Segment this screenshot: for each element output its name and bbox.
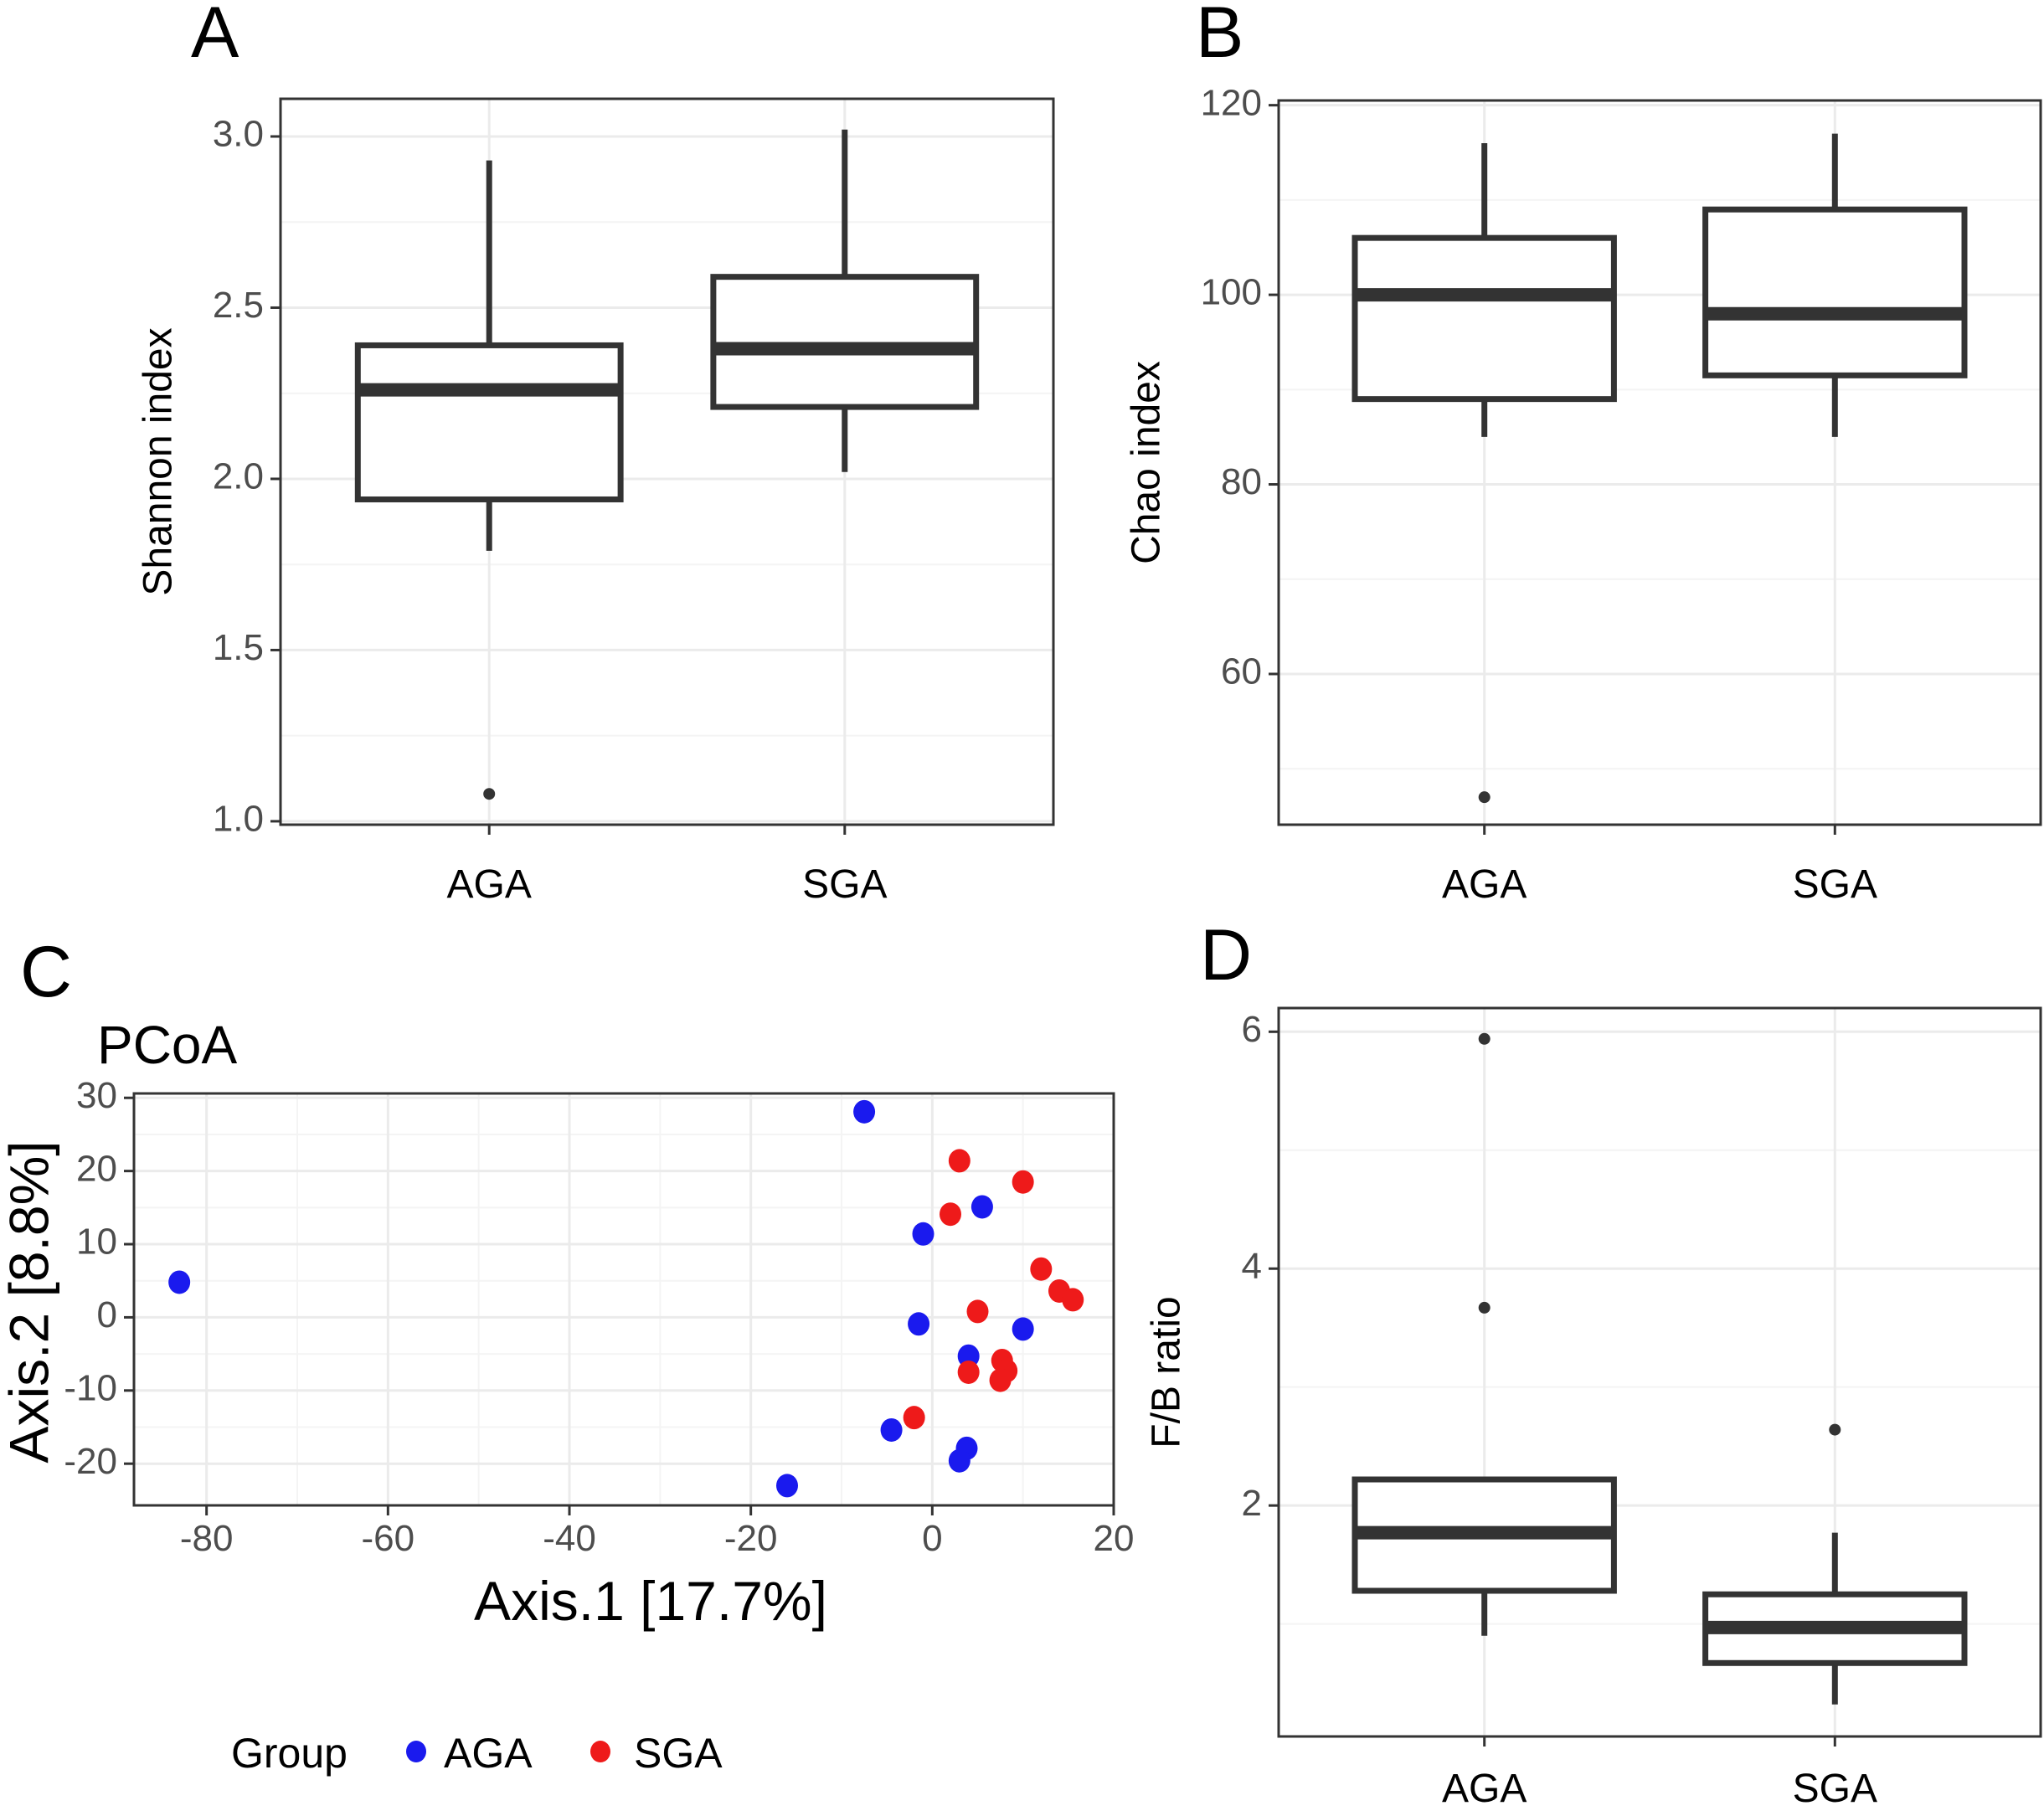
outlier-point [483, 788, 496, 800]
y-tick-label: 2.0 [213, 456, 264, 497]
box-rect [710, 274, 980, 410]
box-aga [1352, 142, 1617, 804]
x-tick-label: 20 [1094, 1518, 1135, 1559]
outlier-point [1478, 1301, 1491, 1314]
box-rect [1352, 234, 1617, 403]
y-tick-label: -20 [64, 1441, 117, 1482]
panel-a: A 1.0 1.5 2.0 2.5 3.0 AGA SGA Shannon index [136, 0, 1055, 907]
chart-title: PCoA [97, 1015, 238, 1075]
y-tick-label: 60 [1221, 651, 1262, 692]
legend-title: Group [231, 1730, 348, 1777]
panel-label: B [1196, 0, 1243, 73]
data-point-sga [940, 1202, 961, 1227]
x-tick-label: AGA [447, 862, 532, 907]
y-tick-label: 20 [76, 1148, 117, 1189]
x-tick-label: SGA [1793, 1767, 1877, 1811]
data-point-aga [948, 1448, 971, 1473]
data-point-aga [880, 1417, 903, 1442]
outlier-point [1829, 1423, 1841, 1436]
outlier-point [1478, 1032, 1491, 1045]
data-point-aga [1012, 1317, 1034, 1341]
data-point-sga [948, 1149, 971, 1173]
data-point-sga [989, 1368, 1012, 1392]
box-aga [1352, 1032, 1617, 1636]
y-tick-label: 3.0 [213, 114, 264, 155]
legend: Group AGA SGA [231, 1730, 723, 1777]
legend-label-aga: AGA [444, 1730, 533, 1777]
panel-label: D [1200, 915, 1252, 995]
data-point-aga [168, 1270, 191, 1294]
box-sga [1702, 133, 1968, 437]
panel-d: D 2 4 6 AGA SGA F/B ratio [1145, 915, 2042, 1811]
x-tick-label: -60 [362, 1518, 415, 1559]
x-tick-label: SGA [802, 862, 887, 907]
data-point-aga [957, 1344, 980, 1368]
series-aga [168, 1099, 1034, 1498]
x-tick-label: SGA [1793, 862, 1877, 907]
y-axis-title: Shannon index [136, 327, 181, 595]
y-tick-label: 1.5 [213, 627, 264, 668]
plot-frame [1277, 1006, 2042, 1738]
series-sga [903, 1149, 1084, 1430]
x-tick-label: -20 [724, 1518, 778, 1559]
legend-label-sga: SGA [634, 1730, 723, 1777]
x-tick-label: -40 [543, 1518, 596, 1559]
y-tick-label: 30 [76, 1075, 117, 1116]
box-rect [354, 342, 624, 502]
x-tick-label: AGA [1442, 1767, 1527, 1811]
x-axis-title: Axis.1 [17.7%] [474, 1570, 827, 1632]
plot-frame [1277, 99, 2042, 826]
y-tick-label: -10 [64, 1367, 117, 1408]
panel-b: B 60 80 100 120 AGA SGA Chao index [1125, 0, 2042, 907]
box-aga [354, 160, 624, 800]
data-point-sga [1030, 1257, 1053, 1281]
panel-c: C -20 -10 0 10 20 30 -80 -60 -40 -20 0 20 PCoA Axis.1 … [0, 932, 1134, 1777]
legend-swatch-sga [590, 1741, 610, 1762]
box-rect [1702, 206, 1968, 378]
data-point-sga [1062, 1288, 1084, 1312]
y-tick-label: 2.5 [213, 285, 264, 326]
data-point-sga [966, 1299, 989, 1324]
x-tick-label: -80 [180, 1518, 234, 1559]
y-tick-label: 6 [1242, 1009, 1262, 1050]
data-point-aga [853, 1099, 876, 1124]
legend-swatch-aga [406, 1741, 426, 1762]
outlier-point [1478, 791, 1491, 804]
data-point-aga [776, 1474, 798, 1498]
plot-frame [132, 1092, 1115, 1507]
box-sga [1702, 1423, 1968, 1705]
y-tick-label: 2 [1242, 1483, 1262, 1524]
y-axis-title: Chao index [1125, 361, 1169, 564]
y-axis-title: Axis.2 [8.8%] [0, 1140, 59, 1463]
y-tick-label: 10 [76, 1222, 117, 1263]
y-tick-label: 100 [1201, 272, 1262, 313]
y-tick-label: 80 [1221, 461, 1262, 502]
data-point-sga [903, 1406, 925, 1430]
y-axis-title: F/B ratio [1145, 1296, 1189, 1448]
data-point-aga [912, 1222, 934, 1246]
panel-label: C [20, 932, 72, 1012]
data-point-aga [971, 1195, 993, 1219]
plot-frame [279, 97, 1055, 826]
y-tick-label: 1.0 [213, 799, 264, 840]
y-tick-label: 120 [1201, 82, 1262, 123]
x-tick-label: AGA [1442, 862, 1527, 907]
box-sga [710, 129, 980, 472]
x-tick-label: 0 [922, 1518, 942, 1559]
data-point-aga [908, 1312, 930, 1336]
panel-label: A [191, 0, 239, 73]
y-tick-label: 0 [97, 1294, 117, 1335]
data-point-sga [957, 1360, 980, 1384]
data-point-sga [1012, 1170, 1034, 1194]
y-tick-label: 4 [1242, 1246, 1262, 1287]
